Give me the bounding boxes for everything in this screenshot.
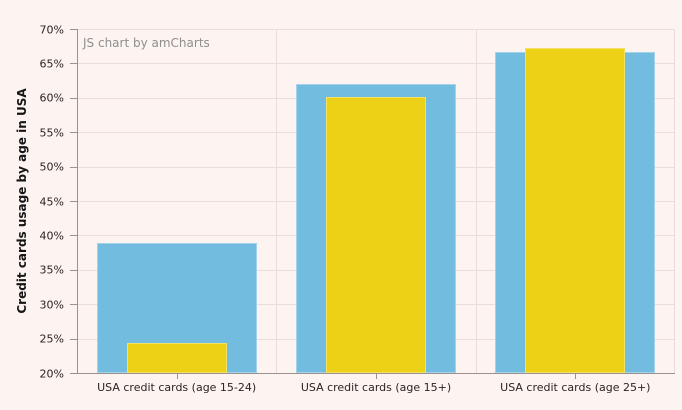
y-tick-mark: [70, 97, 77, 99]
y-tick-label: 70%: [39, 23, 64, 36]
h-gridline: [77, 29, 675, 30]
y-tick-label: 55%: [39, 126, 64, 140]
y-tick-mark: [70, 166, 77, 168]
amcharts-watermark-link[interactable]: JS chart by amCharts: [83, 36, 210, 50]
x-tick-mark: [176, 373, 178, 379]
y-tick-mark: [70, 132, 77, 134]
y-tick-mark: [70, 304, 77, 306]
bar[interactable]: [525, 48, 626, 373]
y-tick-mark: [70, 269, 77, 271]
x-tick-mark: [575, 373, 577, 379]
h-gridline: [77, 63, 675, 65]
y-tick-label: 65%: [39, 57, 64, 71]
x-category-label: USA credit cards (age 25+): [500, 381, 651, 394]
y-tick-mark: [70, 373, 77, 374]
y-tick-mark: [70, 338, 77, 340]
y-tick-label: 30%: [39, 298, 64, 312]
y-tick-mark: [70, 29, 77, 30]
x-category-label: USA credit cards (age 15+): [300, 381, 452, 394]
y-tick-label: 45%: [39, 195, 64, 208]
bar[interactable]: [326, 97, 426, 373]
y-tick-mark: [70, 235, 77, 237]
y-tick-label: 40%: [39, 229, 64, 243]
plot-area: USA credit cards (age 25+) USA credit car…: [40, 24, 675, 394]
y-tick-label: 60%: [39, 91, 64, 105]
y-axis-line: [77, 29, 78, 374]
x-axis-line: [77, 373, 675, 374]
y-tick-mark: [70, 63, 77, 65]
y-axis-title: Credit cards usage by age in USA: [15, 88, 29, 314]
bar[interactable]: [126, 343, 227, 373]
y-tick-label: 35%: [39, 263, 64, 277]
x-tick-mark: [376, 373, 377, 379]
y-tick-label: 50%: [39, 160, 64, 174]
x-category-label: USA credit cards (age 15-24): [97, 381, 257, 394]
y-tick-label: 25%: [39, 332, 64, 346]
y-tick-mark: [70, 201, 77, 202]
y-tick-label: 20%: [39, 367, 64, 380]
